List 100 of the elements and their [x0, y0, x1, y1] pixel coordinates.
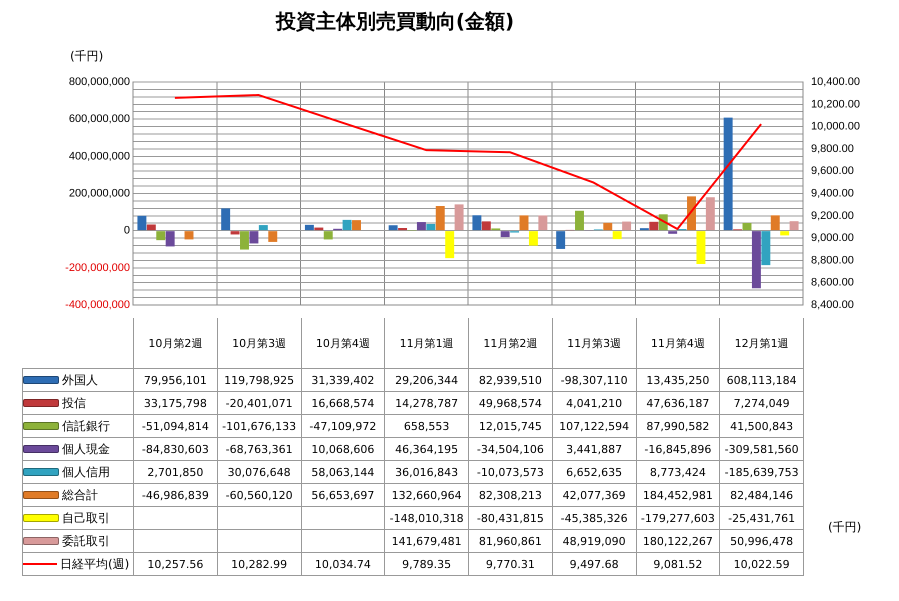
bar: [445, 231, 454, 258]
bar: [352, 220, 361, 230]
bar: [668, 231, 678, 234]
bar: [761, 231, 770, 266]
bar: [426, 224, 436, 230]
y2-tick-label: 9,600.00: [811, 165, 854, 178]
data-label: -45,385,326: [552, 506, 636, 530]
y2-tick-label: 9,800.00: [811, 142, 854, 155]
data-label: 31,339,402: [301, 368, 385, 392]
legend-label: 日経平均(週): [22, 552, 134, 576]
bar: [240, 231, 249, 250]
bar: [454, 204, 464, 230]
data-label: 9,789.35: [384, 552, 468, 576]
bar: [482, 221, 491, 230]
y2-tick-label: 9,400.00: [811, 188, 854, 200]
bar: [790, 221, 799, 230]
data-label: 50,996,478: [720, 530, 804, 552]
bar: [416, 222, 426, 230]
data-label: -80,431,815: [468, 506, 552, 530]
bar: [221, 208, 230, 230]
data-label: 49,968,574: [468, 392, 552, 414]
data-label: -68,763,361: [217, 438, 301, 460]
data-label: -84,830,603: [134, 438, 218, 460]
data-label: 14,278,787: [384, 392, 468, 414]
y-axis-title: (千円): [70, 48, 104, 65]
bar: [780, 231, 790, 236]
y2-tick-label: 10,200.00: [811, 98, 860, 110]
x-tick-label: 11月第2週: [468, 318, 552, 368]
data-label: -10,073,573: [468, 460, 552, 484]
x-tick-label: 10月第2週: [134, 318, 218, 368]
data-label: 13,435,250: [636, 368, 720, 392]
bar: [268, 231, 278, 242]
data-label: 658,553: [384, 414, 468, 438]
y-tick-label: -400,000,000: [65, 299, 130, 312]
bar: [612, 231, 622, 240]
data-label: -25,431,761: [720, 506, 804, 530]
bar: [230, 231, 240, 234]
data-label: 4,041,210: [552, 392, 636, 414]
bar: [520, 215, 528, 230]
bar: [724, 118, 733, 230]
bar: [538, 215, 548, 230]
data-label: 56,653,697: [301, 484, 385, 506]
data-label: 41,500,843: [720, 414, 804, 438]
data-label: 9,497.68: [552, 552, 636, 576]
y-tick-label: -200,000,000: [65, 262, 130, 274]
data-label: -309,581,560: [720, 438, 804, 460]
bar: [304, 224, 314, 230]
bar: [258, 225, 268, 230]
data-label: 30,076,648: [217, 460, 301, 484]
bar: [436, 206, 445, 230]
data-label: 33,175,798: [134, 392, 218, 414]
bar: [166, 231, 175, 246]
y2-tick-label: 9,200.00: [811, 210, 854, 222]
bar: [622, 222, 632, 230]
data-label: 82,939,510: [468, 368, 552, 392]
data-label: 87,990,582: [636, 414, 720, 438]
data-label: 180,122,267: [636, 530, 720, 552]
bar: [324, 231, 333, 240]
bar: [137, 216, 146, 230]
data-label: 79,956,101: [134, 368, 218, 392]
bar: [342, 220, 352, 230]
x-tick-label: 11月第1週: [384, 318, 468, 368]
data-label: 29,206,344: [384, 368, 468, 392]
y-tick-label: 200,000,000: [68, 188, 130, 200]
y2-tick-label: 8,400.00: [811, 299, 854, 312]
legend-label: 総合計: [22, 484, 134, 506]
bar: [249, 231, 258, 244]
data-label: 48,919,090: [552, 530, 636, 552]
data-label: 2,701,850: [134, 460, 218, 484]
bar: [184, 231, 194, 240]
y-tick-label: 600,000,000: [68, 113, 130, 126]
y2-tick-label: 10,400.00: [811, 76, 860, 88]
data-label: 3,441,887: [552, 438, 636, 460]
legend-label: 外国人: [22, 368, 134, 392]
bar: [388, 225, 398, 230]
data-label: 132,660,964: [384, 484, 468, 506]
data-label: 608,113,184: [720, 368, 804, 392]
data-label: 6,652,635: [552, 460, 636, 484]
x-tick-label: 11月第3週: [552, 318, 636, 368]
data-label: 10,022.59: [720, 552, 804, 576]
data-label: -46,986,839: [134, 484, 218, 506]
x-tick-label: 10月第3週: [217, 318, 301, 368]
legend-label: 投信: [22, 392, 134, 414]
y2-tick-label: 8,600.00: [811, 276, 854, 289]
data-label: -101,676,133: [217, 414, 301, 438]
data-label: -51,094,814: [134, 414, 218, 438]
data-label: 7,274,049: [720, 392, 804, 414]
bar: [687, 196, 696, 230]
bar: [156, 231, 166, 240]
data-label: 16,668,574: [301, 392, 385, 414]
bar: [146, 224, 156, 230]
data-label: 58,063,144: [301, 460, 385, 484]
x-tick-label: 12月第1週: [720, 318, 804, 368]
y-tick-label: 0: [124, 224, 130, 237]
data-label: 119,798,925: [217, 368, 301, 392]
y2-tick-label: 10,000.00: [811, 120, 860, 133]
bar: [500, 231, 510, 238]
legend-label: 信託銀行: [22, 414, 134, 438]
data-label: 9,081.52: [636, 552, 720, 576]
data-label: 82,484,146: [720, 484, 804, 506]
